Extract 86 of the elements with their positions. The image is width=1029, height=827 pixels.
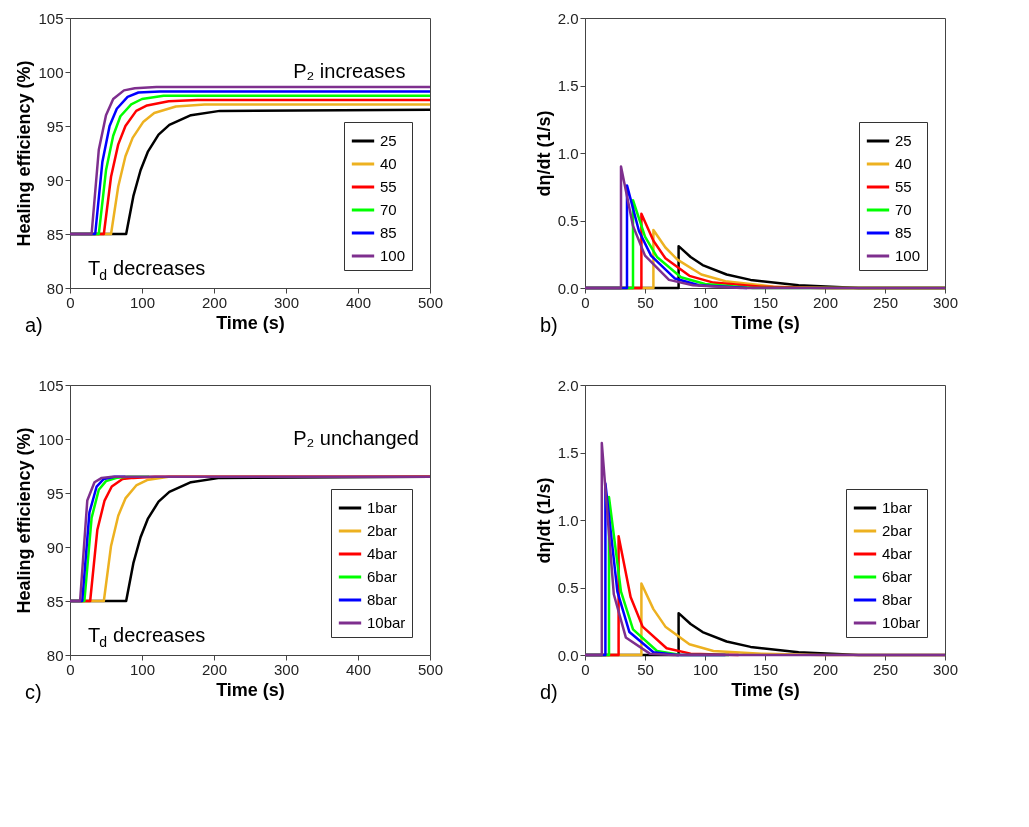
y-tick-label: 105: [38, 9, 64, 27]
x-tick-label: 400: [345, 660, 372, 678]
x-tick-label: 250: [872, 660, 899, 678]
y-tick-label: 1.0: [557, 511, 579, 529]
legend-label: 100: [895, 247, 921, 264]
legend-label: 40: [895, 155, 912, 172]
legend-label: 85: [380, 224, 397, 241]
legend-label: 2bar: [882, 522, 913, 539]
x-axis-title: Time (s): [216, 312, 285, 333]
y-axis-title: Healing efficiency (%): [14, 60, 35, 247]
x-tick-label: 300: [932, 660, 959, 678]
x-tick-label: 200: [201, 660, 228, 678]
y-tick-label: 85: [46, 592, 64, 610]
y-axis-title: Healing efficiency (%): [14, 427, 35, 614]
legend-label: 4bar: [882, 545, 913, 562]
y-tick-label: 95: [46, 117, 64, 135]
x-axis-title: Time (s): [731, 312, 800, 333]
y-axis-title: dη/dt (1/s): [533, 477, 554, 564]
y-tick-label: 100: [38, 63, 64, 81]
x-tick-label: 100: [129, 660, 156, 678]
x-tick-label: 0: [581, 660, 590, 678]
x-tick-label: 200: [812, 660, 839, 678]
annotation: P₂ increases: [293, 60, 406, 82]
y-tick-label: 85: [46, 225, 64, 243]
legend-label: 8bar: [882, 591, 913, 608]
legend-label: 2bar: [367, 522, 398, 539]
y-tick-label: 100: [38, 430, 64, 448]
x-tick-label: 0: [66, 293, 75, 311]
text: b): [540, 314, 558, 336]
x-tick-label: 100: [692, 293, 719, 311]
x-axis-title: Time (s): [731, 679, 800, 700]
x-tick-label: 50: [637, 660, 654, 678]
legend-label: 100: [380, 247, 406, 264]
x-tick-label: 500: [417, 293, 444, 311]
legend-label: 40: [380, 155, 397, 172]
x-tick-label: 300: [273, 660, 300, 678]
y-tick-label: 80: [46, 646, 64, 664]
legend-label: 70: [895, 201, 912, 218]
x-tick-label: 500: [417, 660, 444, 678]
x-tick-label: 150: [752, 293, 779, 311]
x-tick-label: 0: [581, 293, 590, 311]
legend-label: 85: [895, 224, 912, 241]
x-tick-label: 50: [637, 293, 654, 311]
legend-label: 10bar: [367, 614, 406, 631]
x-axis-title: Time (s): [216, 679, 285, 700]
y-tick-label: 1.5: [557, 444, 579, 461]
legend-label: 1bar: [367, 499, 398, 516]
y-tick-label: 0.5: [557, 579, 579, 596]
annotation: P₂ unchanged: [293, 427, 419, 449]
y-tick-label: 105: [38, 376, 64, 394]
x-tick-label: 250: [872, 293, 899, 311]
text: a): [25, 314, 43, 336]
y-tick-label: 1.5: [557, 77, 579, 94]
legend-label: 55: [380, 178, 397, 195]
x-tick-label: 200: [812, 293, 839, 311]
y-tick-label: 90: [46, 538, 64, 556]
legend-label: 25: [895, 132, 912, 149]
x-tick-label: 200: [201, 293, 228, 311]
text: c): [25, 681, 42, 703]
y-tick-label: 0.0: [557, 646, 579, 664]
legend-label: 10bar: [882, 614, 921, 631]
text: d): [540, 681, 558, 703]
y-tick-label: 90: [46, 171, 64, 189]
legend-label: 1bar: [882, 499, 913, 516]
y-tick-label: 80: [46, 279, 64, 297]
x-tick-label: 100: [692, 660, 719, 678]
y-tick-label: 0.5: [557, 212, 579, 229]
x-tick-label: 150: [752, 660, 779, 678]
y-tick-label: 95: [46, 484, 64, 502]
x-tick-label: 300: [273, 293, 300, 311]
legend-label: 6bar: [367, 568, 398, 585]
y-tick-label: 1.0: [557, 144, 579, 162]
y-tick-label: 0.0: [557, 279, 579, 297]
x-tick-label: 400: [345, 293, 372, 311]
legend-label: 4bar: [367, 545, 398, 562]
y-tick-label: 2.0: [557, 9, 579, 27]
legend-label: 8bar: [367, 591, 398, 608]
y-axis-title: dη/dt (1/s): [533, 110, 554, 197]
y-tick-label: 2.0: [557, 376, 579, 394]
legend-label: 25: [380, 132, 397, 149]
legend-label: 70: [380, 201, 397, 218]
x-tick-label: 100: [129, 293, 156, 311]
x-tick-label: 0: [66, 660, 75, 678]
legend-label: 55: [895, 178, 912, 195]
x-tick-label: 300: [932, 293, 959, 311]
legend-label: 6bar: [882, 568, 913, 585]
